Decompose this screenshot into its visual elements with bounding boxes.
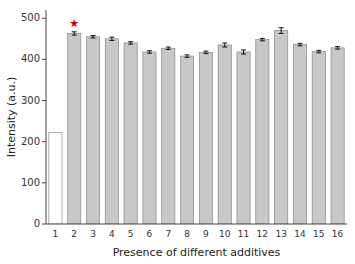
bar [237,52,250,224]
y-tick [42,59,46,60]
y-tick [42,18,46,19]
annotation: ★ [69,17,79,30]
error-bar [91,36,96,38]
x-axis-line [46,224,347,225]
y-tick-label: 400 [21,53,40,64]
x-tick-label: 14 [294,229,306,239]
x-tick-label: 6 [147,229,153,239]
error-bar [279,28,284,34]
error-bar [166,47,171,49]
error-bar [128,42,133,44]
y-tick [42,182,46,183]
y-tick-label: 100 [21,177,40,188]
error-bar [203,51,208,53]
bar [256,40,269,224]
bar [312,52,325,224]
x-tick-label: 3 [90,229,96,239]
x-tick-label: 15 [313,229,324,239]
bar [162,48,175,224]
bar [105,39,118,224]
error-bar [260,38,265,40]
error-bar [147,51,152,53]
chart: 010020030040050012345678910111213141516P… [0,0,355,264]
x-tick-label: 8 [184,229,190,239]
error-bar [316,50,321,52]
error-bar [241,50,246,54]
error-bar [72,32,77,35]
error-bar [185,55,190,57]
y-tick-label: 200 [21,136,40,147]
x-tick-label: 13 [275,229,286,239]
error-bar [109,37,114,40]
x-tick-label: 7 [165,229,171,239]
bar [86,37,99,224]
x-axis-label: Presence of different additives [113,246,281,259]
x-tick-label: 1 [53,229,59,239]
x-tick-label: 2 [71,229,77,239]
x-tick-label: 12 [257,229,268,239]
y-axis-line [46,10,47,224]
bar [293,45,306,224]
bar [181,56,194,224]
y-tick-label: 0 [34,218,40,229]
bar [49,133,62,224]
bar [331,48,344,224]
y-tick [42,224,46,225]
x-tick-label: 10 [219,229,231,239]
bar [275,31,288,224]
x-tick-label: 11 [238,229,249,239]
y-tick-label: 500 [21,12,40,23]
x-tick-label: 16 [332,229,344,239]
bar [68,33,81,224]
error-bar [335,47,340,49]
bar [199,52,212,224]
plot-area [49,28,344,224]
bar [218,45,231,224]
x-tick-label: 5 [128,229,134,239]
error-bar [297,43,302,45]
x-tick-label: 4 [109,229,115,239]
bar [143,52,156,224]
y-tick-label: 300 [21,95,40,106]
error-bar [222,43,227,47]
y-tick [42,100,46,101]
y-axis-label: Intensity (a.u.) [5,77,18,158]
y-tick [42,141,46,142]
bar [124,43,137,224]
x-tick-label: 9 [203,229,209,239]
